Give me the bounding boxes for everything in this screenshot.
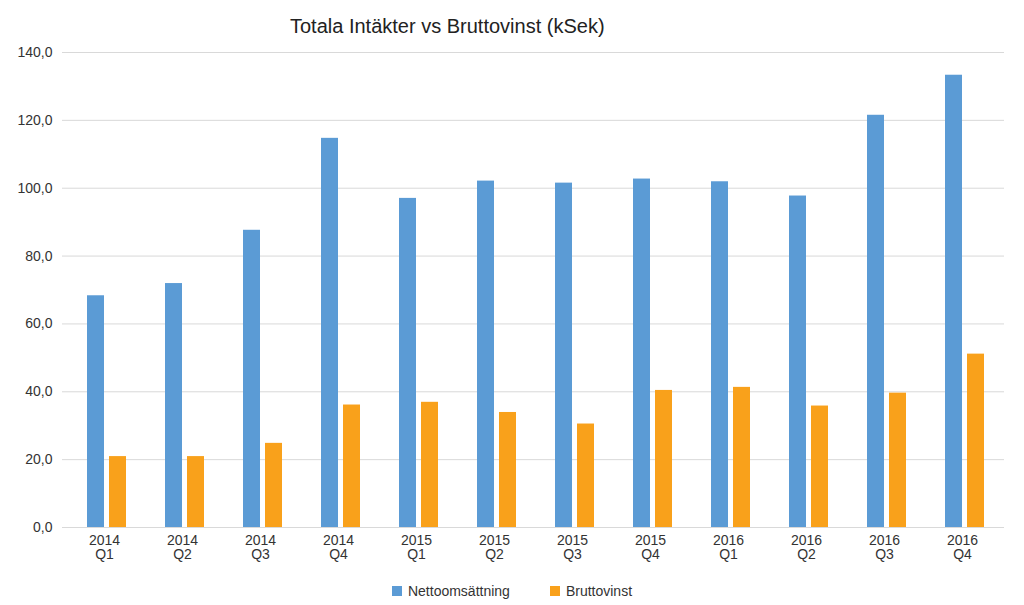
svg-text:40,0: 40,0 bbox=[25, 383, 52, 399]
html-text:Bruttovinst: Bruttovinst bbox=[565, 583, 632, 599]
svg-text:0,0: 0,0 bbox=[33, 519, 53, 535]
html-text:Nettoomsättning: Nettoomsättning bbox=[408, 583, 510, 599]
svg-text:140,0: 140,0 bbox=[17, 44, 52, 60]
svg-text:2016Q4: 2016Q4 bbox=[947, 532, 978, 562]
svg-text:100,0: 100,0 bbox=[17, 180, 52, 196]
svg-text:120,0: 120,0 bbox=[17, 112, 52, 128]
svg-text:2016Q2: 2016Q2 bbox=[791, 532, 822, 562]
svg-text:2014Q3: 2014Q3 bbox=[245, 532, 276, 562]
svg-text:2015Q4: 2015Q4 bbox=[635, 532, 666, 562]
svg-text:2015Q1: 2015Q1 bbox=[401, 532, 432, 562]
html-text:Totala Intäkter vs Bruttovinst: Totala Intäkter vs Bruttovinst (kSek) bbox=[290, 15, 605, 37]
svg-text:2014Q1: 2014Q1 bbox=[89, 532, 120, 562]
svg-text:2015Q3: 2015Q3 bbox=[557, 532, 588, 562]
svg-text:2015Q2: 2015Q2 bbox=[479, 532, 510, 562]
svg-text:20,0: 20,0 bbox=[25, 451, 52, 467]
svg-text:2014Q2: 2014Q2 bbox=[167, 532, 198, 562]
svg-text:80,0: 80,0 bbox=[25, 248, 52, 264]
svg-text:60,0: 60,0 bbox=[25, 315, 52, 331]
svg-text:2014Q4: 2014Q4 bbox=[323, 532, 354, 562]
svg-text:2016Q3: 2016Q3 bbox=[869, 532, 900, 562]
svg-text:2016Q1: 2016Q1 bbox=[713, 532, 744, 562]
